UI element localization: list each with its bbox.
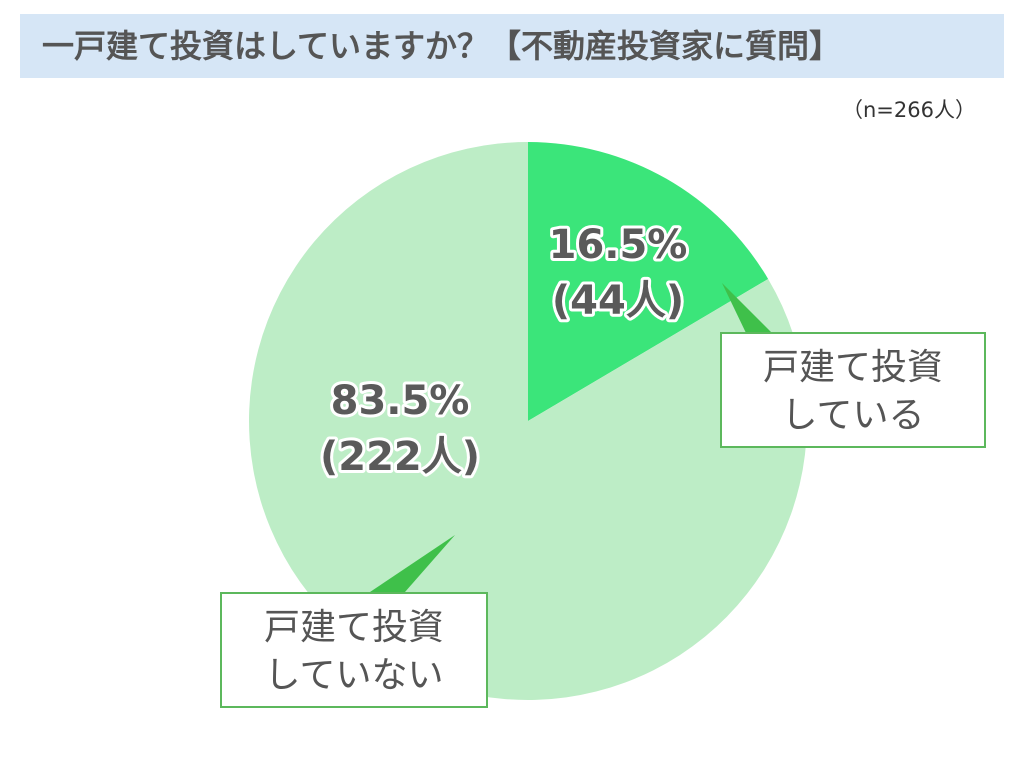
callout-investing-pointer (722, 283, 772, 333)
title-bar: 一戸建て投資はしていますか？【不動産投資家に質問】 (20, 14, 1004, 78)
data-label-not-investing-percent: 83.5% (331, 378, 470, 424)
pie-slice-not-investing (248, 141, 807, 700)
chart-title: 一戸建て投資はしていますか？【不動産投資家に質問】 (42, 27, 842, 65)
callout-investing-line1: 戸建て投資 (762, 347, 943, 388)
callout-investing: 戸建て投資 している (720, 332, 986, 448)
callout-not-investing-pointer (370, 535, 455, 592)
sample-size-label: （n=266人） (842, 98, 976, 122)
pie-slice-investing (528, 142, 769, 421)
callout-not-investing-line2: していない (264, 655, 444, 696)
callout-investing-line2: している (781, 395, 925, 436)
data-label-investing-count: (44人) (552, 278, 684, 324)
callout-not-investing-line1: 戸建て投資 (263, 607, 444, 648)
data-label-not-investing-count: (222人) (320, 434, 480, 480)
data-label-investing-percent: 16.5% (549, 222, 688, 268)
callout-not-investing: 戸建て投資 していない (220, 592, 488, 708)
